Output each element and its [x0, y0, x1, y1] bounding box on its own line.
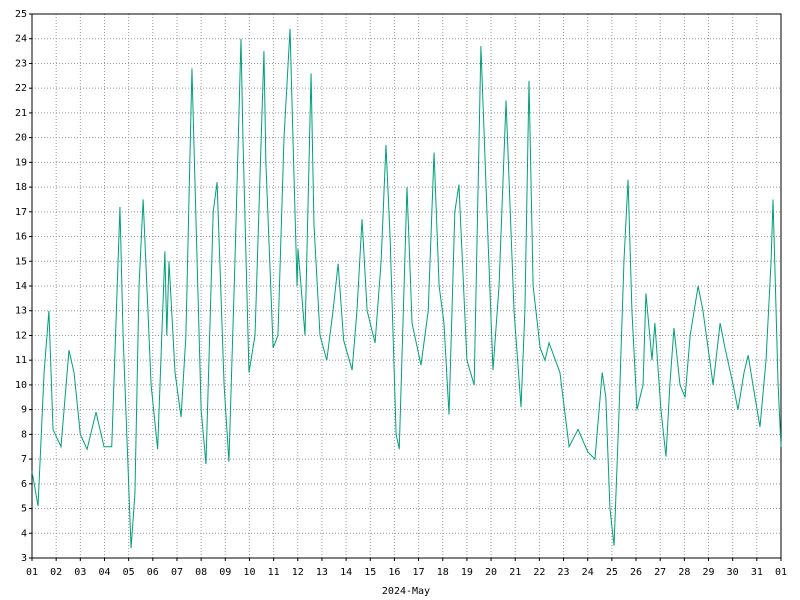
x-tick-label: 24: [582, 567, 594, 578]
y-tick-label: 5: [21, 504, 27, 515]
y-tick-label: 18: [15, 182, 27, 193]
y-tick-label: 3: [21, 553, 27, 564]
y-tick-label: 14: [15, 281, 27, 292]
y-tick-label: 6: [21, 479, 27, 490]
y-tick-label: 12: [15, 330, 27, 341]
y-tick-label: 20: [15, 133, 27, 144]
x-tick-label: 12: [292, 567, 304, 578]
x-tick-label: 16: [388, 567, 400, 578]
x-tick-label: 07: [171, 567, 183, 578]
plot-frame: [31, 13, 782, 559]
x-tick-label: 03: [74, 567, 86, 578]
x-tick-label: 31: [751, 567, 763, 578]
y-tick-label: 10: [15, 380, 27, 391]
y-tick-label: 24: [15, 34, 27, 45]
x-tick-label: 17: [413, 567, 425, 578]
y-tick-label: 9: [21, 405, 27, 416]
y-tick-label: 23: [15, 58, 27, 69]
x-tick-label: 20: [485, 567, 497, 578]
x-tick-label: 01: [26, 567, 38, 578]
x-tick-label: 22: [533, 567, 545, 578]
y-tick-label: 22: [15, 83, 27, 94]
x-tick-label: 27: [654, 567, 666, 578]
x-tick-label: 29: [702, 567, 714, 578]
x-tick-label: 01: [775, 567, 787, 578]
y-tick-label: 21: [15, 108, 27, 119]
x-tick-label: 15: [364, 567, 376, 578]
x-tick-label: 18: [437, 567, 449, 578]
y-tick-label: 19: [15, 157, 27, 168]
y-tick-label: 13: [15, 306, 27, 317]
y-tick-label: 4: [21, 528, 27, 539]
x-axis-label: 2024-May: [382, 586, 430, 597]
y-tick-label: 17: [15, 207, 27, 218]
data-line: [31, 28, 782, 549]
y-tick-label: 7: [21, 454, 27, 465]
x-tick-label: 10: [243, 567, 255, 578]
x-tick-label: 13: [316, 567, 328, 578]
x-tick-label: 02: [50, 567, 62, 578]
x-tick-label: 11: [268, 567, 280, 578]
y-tick-label: 16: [15, 232, 27, 243]
y-tick-label: 8: [21, 429, 27, 440]
y-tick-label: 25: [15, 9, 27, 20]
y-tick-label: 11: [15, 355, 27, 366]
x-tick-label: 06: [147, 567, 159, 578]
x-tick-label: 19: [461, 567, 473, 578]
x-tick-label: 23: [558, 567, 570, 578]
x-tick-label: 25: [606, 567, 618, 578]
x-tick-label: 30: [727, 567, 739, 578]
x-tick-label: 05: [123, 567, 135, 578]
x-tick-label: 21: [509, 567, 521, 578]
x-tick-label: 08: [195, 567, 207, 578]
y-tick-label: 15: [15, 256, 27, 267]
x-tick-label: 04: [98, 567, 110, 578]
x-tick-label: 28: [678, 567, 690, 578]
x-tick-label: 26: [630, 567, 642, 578]
x-tick-label: 14: [340, 567, 352, 578]
x-tick-label: 09: [219, 567, 231, 578]
